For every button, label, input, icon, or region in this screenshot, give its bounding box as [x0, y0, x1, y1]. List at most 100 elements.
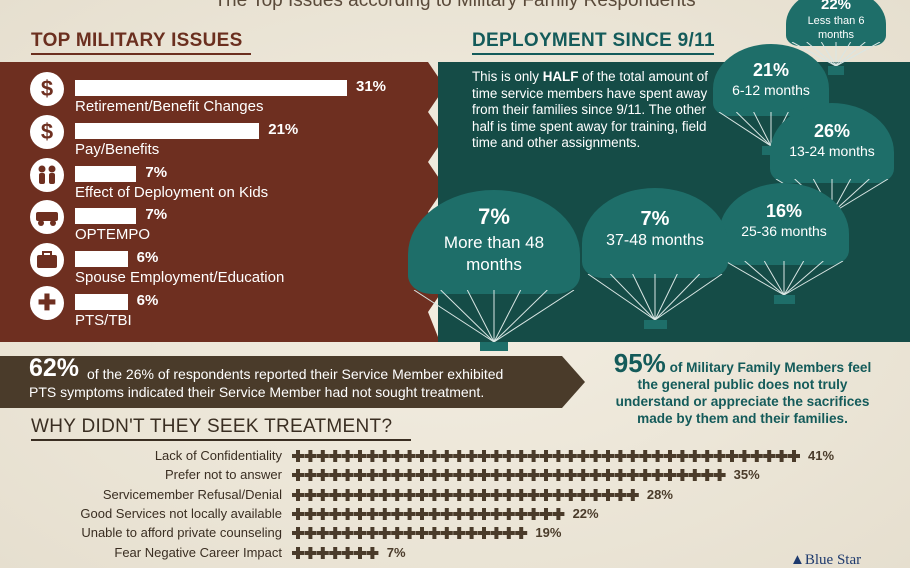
- treatment-bar-tick: [639, 473, 652, 477]
- deployment-underline: [472, 53, 714, 55]
- treatment-bar-tick: [316, 454, 329, 458]
- parachute-cord: [724, 261, 785, 296]
- treatment-bar-tick: [540, 493, 552, 497]
- pts-stat-line2: PTS symptoms indicated their Service Mem…: [29, 384, 485, 400]
- treatment-bar-tick: [304, 454, 317, 458]
- issue-row: 7% OPTEMPO: [30, 190, 430, 243]
- treatment-bar-tick: [602, 493, 614, 497]
- treatment-bar-tick: [366, 454, 379, 458]
- treatment-bar-tick: [738, 454, 751, 458]
- parachute-percent: 7%: [478, 204, 510, 229]
- treatment-bar-tick: [366, 512, 379, 516]
- treatment-bar-tick: [589, 473, 602, 477]
- truck-wheel: [50, 220, 56, 226]
- case-body: [37, 255, 57, 268]
- issue-bar: [75, 251, 128, 267]
- treatment-bar-tick: [440, 454, 453, 458]
- parachute-cord: [835, 42, 866, 67]
- parachute-cord: [783, 261, 824, 296]
- treatment-bar-tick: [292, 551, 304, 555]
- treatment-bar-tick: [540, 473, 552, 477]
- treatment-bar-tick: [527, 493, 540, 497]
- treatment-bar-tick: [465, 493, 478, 497]
- treatment-bar-tick: [378, 473, 391, 477]
- treatment-bar-tick: [589, 493, 602, 497]
- treatment-bar-tick: [329, 454, 342, 458]
- treatment-bar-tick: [341, 454, 354, 458]
- parachute-payload: [643, 320, 667, 329]
- treatment-bar-tick: [465, 531, 478, 535]
- treatment-bar-tick: [490, 473, 503, 477]
- parachute-payload: [828, 66, 844, 75]
- issue-bar: [75, 294, 128, 310]
- treatment-bar-tick: [614, 473, 627, 477]
- dollar-icon: $: [30, 115, 64, 149]
- treatment-bar-tick: [378, 531, 391, 535]
- parachute-cord: [735, 112, 772, 147]
- parachute-cord: [763, 261, 785, 296]
- treatment-bar: [292, 547, 379, 559]
- dollar-icon: $: [30, 72, 64, 106]
- treatment-bar-tick: [403, 531, 416, 535]
- treatment-bar-tick: [626, 493, 639, 497]
- pts-stat-band: [0, 356, 585, 408]
- treatment-bar-tick: [527, 473, 540, 477]
- parachute-lines: [587, 274, 723, 321]
- treatment-bar-tick: [440, 473, 453, 477]
- issue-row: ✚ 6% PTS/TBI: [30, 276, 430, 329]
- issue-bar: [75, 80, 347, 96]
- top-issues-panel: [0, 62, 445, 342]
- parachute-label: 37-48 months: [606, 232, 704, 249]
- treatment-bar-tick: [440, 512, 453, 516]
- treatment-category-label: Good Services not locally available: [80, 506, 282, 521]
- treatment-bar-tick: [750, 454, 763, 458]
- treatment-bar-tick: [602, 454, 614, 458]
- treatment-bar-tick: [465, 454, 478, 458]
- issue-percent: 7%: [145, 206, 168, 223]
- treatment-bar-tick: [304, 531, 317, 535]
- treatment-bar-tick: [577, 493, 590, 497]
- parachute-cord: [609, 274, 656, 321]
- treatment-underline: [31, 439, 411, 441]
- parachute-canopy: [408, 190, 580, 294]
- parachute-percent: 26%: [813, 121, 851, 141]
- treatment-bar-tick: [577, 473, 590, 477]
- issue-bar: [75, 166, 137, 182]
- treatment-bar-tick: [465, 512, 478, 516]
- truck-wheel: [38, 220, 44, 226]
- treatment-bar-tick: [403, 512, 416, 516]
- treatment-bar-tick: [428, 531, 441, 535]
- blue-star-logo: ▲Blue Star: [790, 552, 862, 568]
- parachute-cord: [493, 290, 522, 343]
- medical-cross-icon: ✚: [30, 286, 64, 320]
- parachute-cord: [835, 42, 881, 67]
- parachute-cord: [820, 42, 837, 67]
- truck-body: [36, 212, 58, 221]
- parachute-cord: [587, 274, 656, 321]
- deployment-text-part2: of the total amount of time service memb…: [472, 69, 708, 151]
- treatment-bar-tick: [515, 512, 528, 516]
- parachute-canopy: [770, 103, 894, 183]
- treatment-bar-tick: [366, 473, 379, 477]
- treatment-bar-tick: [416, 454, 428, 458]
- treatment-bar-tick: [366, 493, 379, 497]
- treatment-bar-tick: [502, 473, 515, 477]
- treatment-bar-tick: [354, 493, 366, 497]
- treatment-bar-tick: [416, 473, 428, 477]
- treatment-bar-tick: [316, 493, 329, 497]
- parachute-payload: [773, 295, 795, 304]
- treatment-bar-tick: [540, 512, 552, 516]
- treatment-bar-tick: [664, 454, 676, 458]
- treatment-category-label: Fear Negative Career Impact: [114, 545, 282, 560]
- treatment-percent: 35%: [733, 467, 760, 482]
- children-icon: [30, 158, 64, 192]
- treatment-bar-tick: [453, 531, 466, 535]
- treatment-bar-tick: [354, 473, 366, 477]
- treatment-bar-tick: [292, 531, 304, 535]
- parachute-label: 25-36 months: [741, 223, 827, 239]
- treatment-bar-tick: [626, 473, 639, 477]
- military-truck-icon: [30, 200, 64, 234]
- deployment-heading: DEPLOYMENT SINCE 9/11: [472, 30, 715, 51]
- parachute-cord: [835, 42, 852, 67]
- treatment-bar-tick: [341, 493, 354, 497]
